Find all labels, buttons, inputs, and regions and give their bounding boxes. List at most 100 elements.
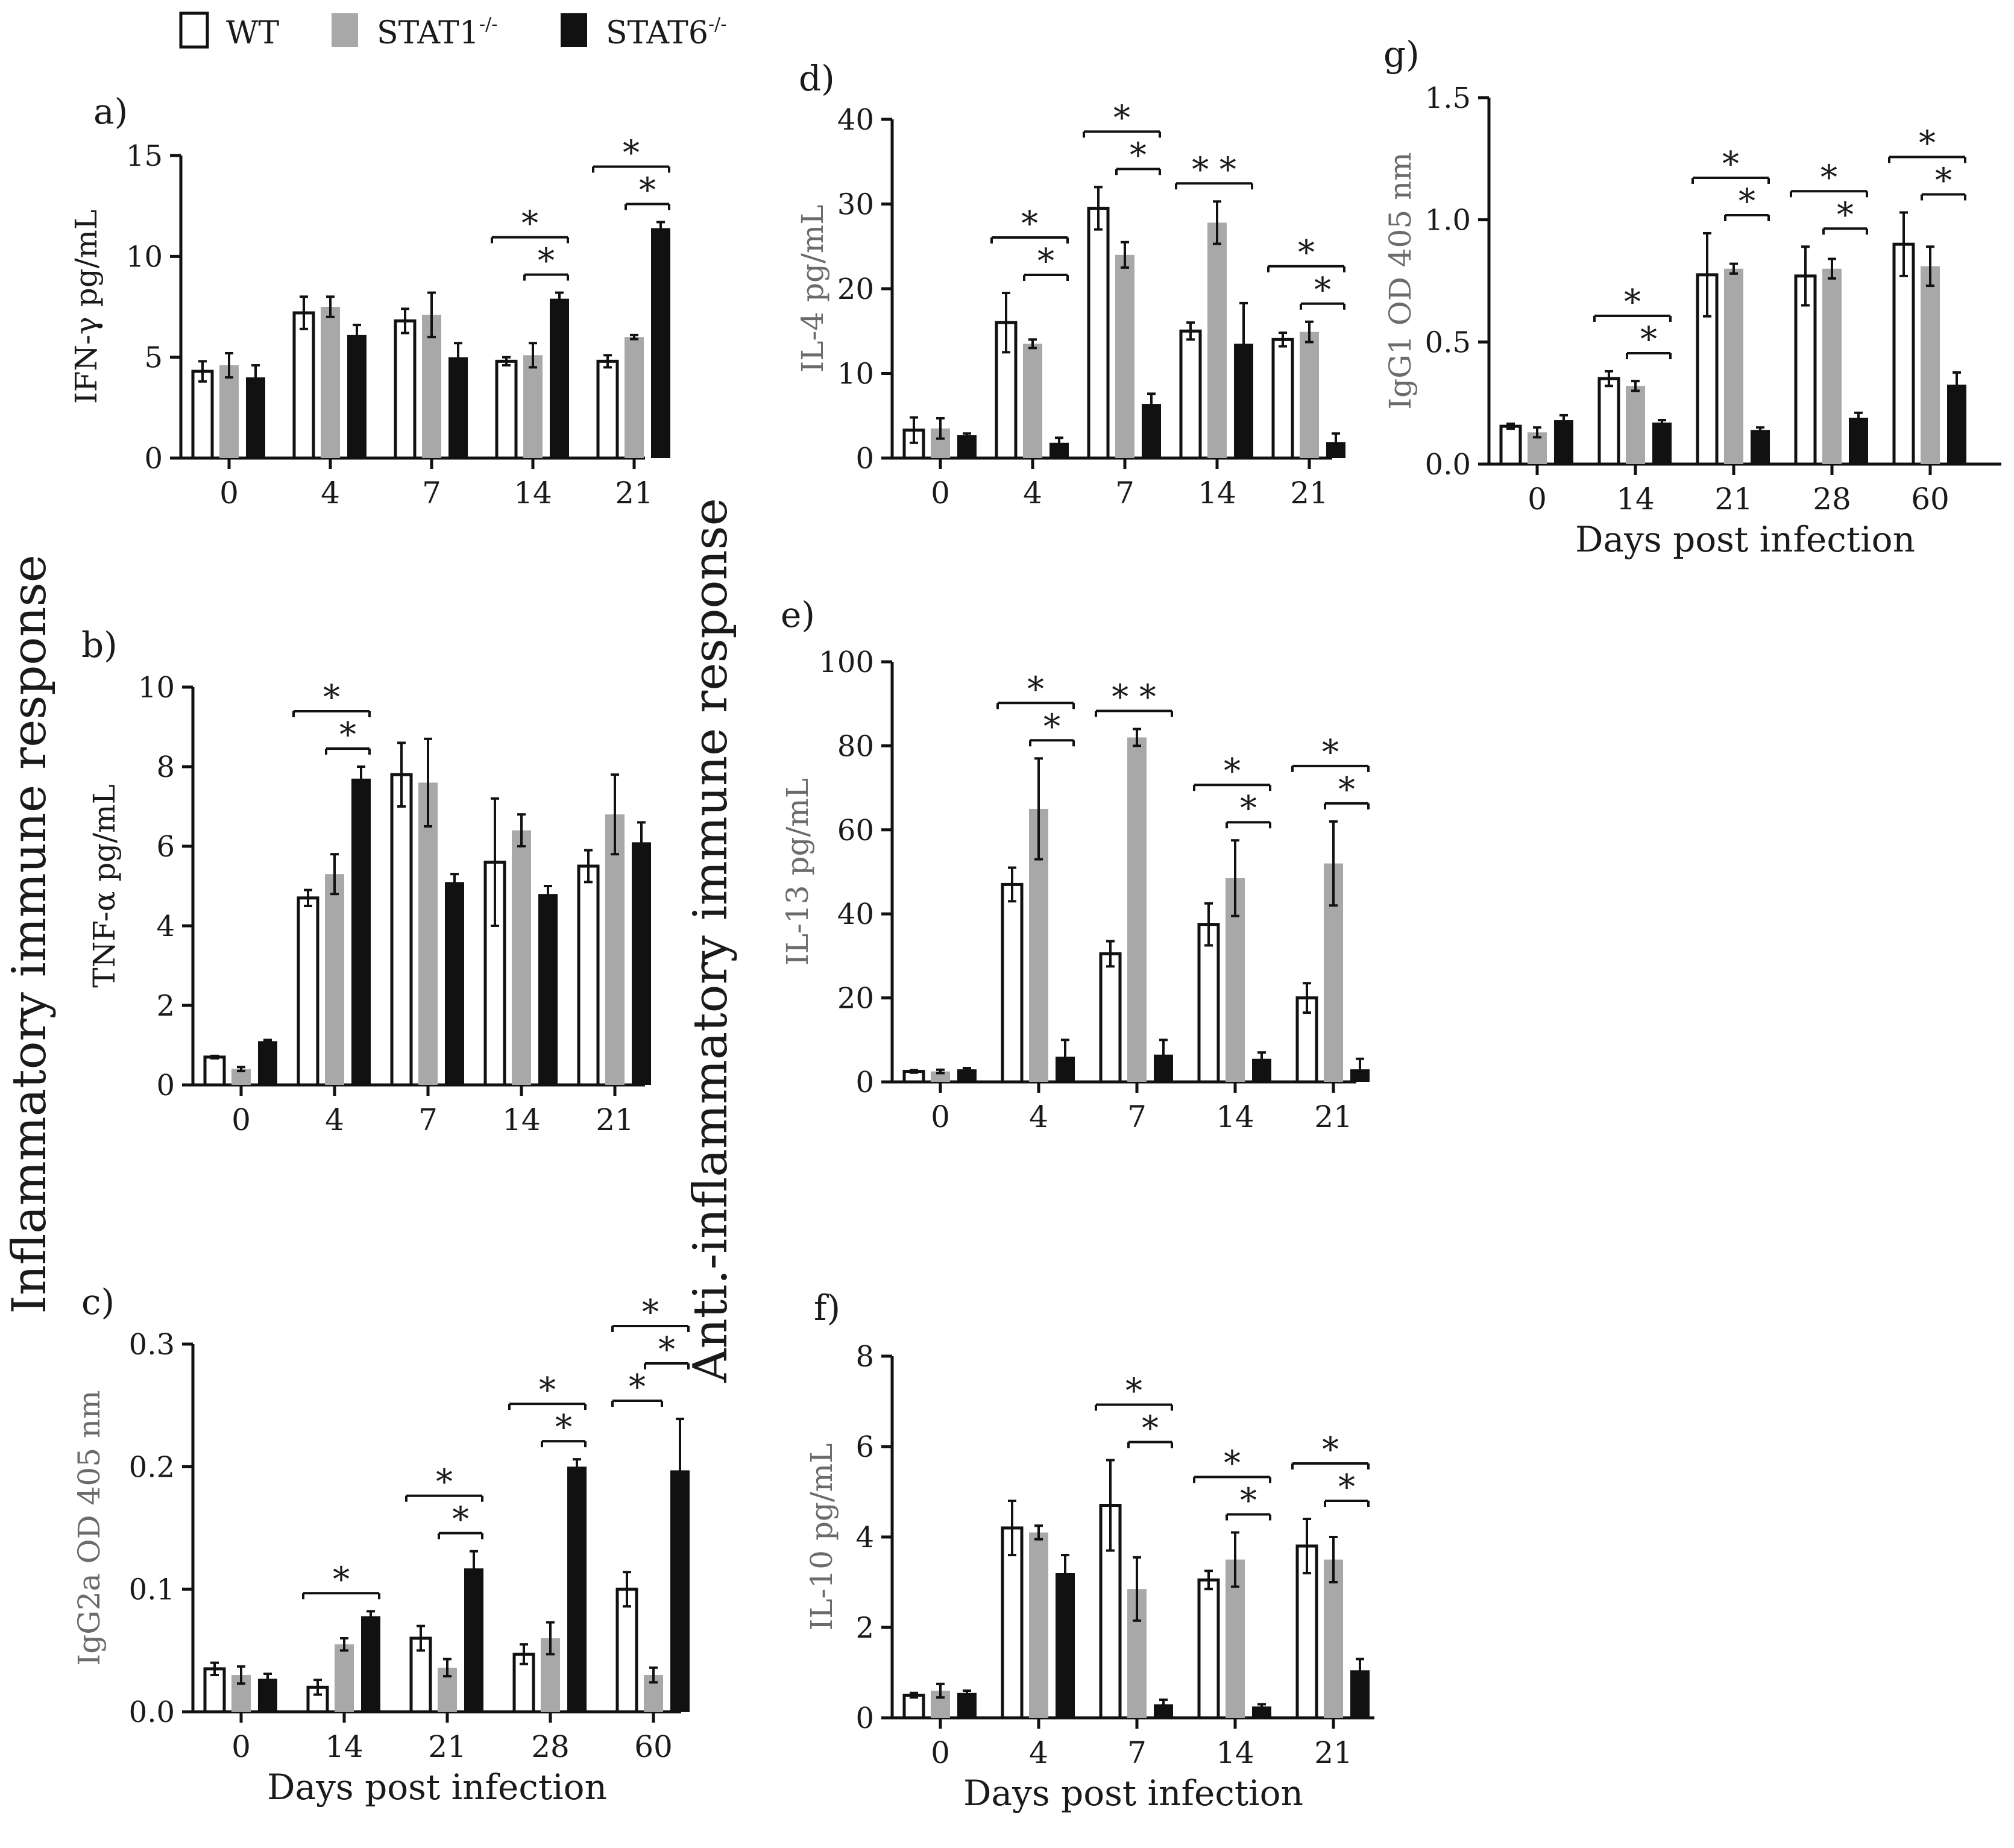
- x-tick-label-a: 4: [321, 476, 340, 511]
- bar-e-wt: [1001, 882, 1024, 1084]
- significance-marker-a: *: [639, 171, 656, 210]
- y-tick-label-a: 10: [126, 240, 163, 274]
- significance-marker-c: *: [642, 1293, 659, 1332]
- y-tick-label-b: 2: [156, 989, 175, 1023]
- significance-marker-c: *: [539, 1371, 556, 1410]
- bar-f-stat6: [1154, 1704, 1173, 1718]
- significance-marker-f: *: [1224, 1444, 1241, 1483]
- y-tick-label-f: 0: [855, 1702, 874, 1735]
- significance-marker-g: *: [1739, 182, 1755, 221]
- significance-marker-a: *: [521, 204, 538, 244]
- y-tick-label-g: 0.5: [1425, 325, 1471, 359]
- x-tick-label-b: 7: [418, 1102, 438, 1137]
- significance-marker-e: *: [1043, 707, 1060, 746]
- x-tick-label-d: 0: [931, 476, 950, 511]
- bar-f-wt: [1295, 1544, 1318, 1720]
- significance-marker-c: *: [452, 1500, 469, 1539]
- y-tick-label-e: 100: [819, 646, 874, 679]
- x-tick-label-b: 21: [596, 1102, 634, 1137]
- y-tick-label-b: 0: [156, 1069, 175, 1102]
- bar-a-wt: [394, 319, 417, 460]
- bar-f-stat6: [1252, 1706, 1271, 1718]
- significance-marker-f: *: [1125, 1372, 1142, 1411]
- bar-b-stat1: [418, 782, 438, 1085]
- bar-c-stat6: [464, 1568, 483, 1712]
- bar-a-stat6: [347, 335, 367, 458]
- x-tick-label-g: 21: [1714, 482, 1753, 517]
- x-tick-label-c: 14: [325, 1729, 363, 1764]
- panel-c: c) IgG2a OD 405 nm 0.0 0.1 0.2 0.3 0 14 21 28 60 Da…: [72, 1281, 690, 1808]
- x-tick-label-e: 0: [931, 1099, 950, 1134]
- bar-a-stat1: [219, 365, 239, 458]
- y-axis-label-a: IFN-γ pg/mL: [69, 210, 104, 404]
- bar-a-wt: [596, 359, 619, 460]
- bar-g-stat6: [1554, 420, 1573, 464]
- panel-g: g) IgG1 OD 405 nm 0.0 0.5 1.0 1.5 0 14 21 28 60Day…: [1383, 34, 2001, 560]
- bar-g-wt: [1499, 424, 1522, 466]
- legend-swatch-stat6: [561, 13, 587, 47]
- bar-g-stat6: [1849, 417, 1868, 464]
- significance-marker-d: *: [1314, 271, 1331, 310]
- bar-a-stat1: [422, 315, 441, 458]
- bar-b-stat6: [632, 842, 651, 1085]
- bar-d-stat1: [1207, 222, 1227, 458]
- significance-marker-g: *: [1624, 283, 1641, 322]
- x-tick-label-g: 60: [1911, 482, 1949, 517]
- bar-e-wt: [1197, 923, 1220, 1084]
- significance-marker-g: *: [1722, 145, 1739, 184]
- significance-marker-e: *: [1338, 770, 1355, 809]
- bar-g-stat1: [1724, 268, 1743, 464]
- x-tick-label-d: 14: [1198, 476, 1236, 511]
- bar-b-stat6: [538, 894, 558, 1085]
- legend-label-stat6-main: STAT6: [606, 15, 708, 51]
- significance-marker-a: *: [538, 242, 555, 281]
- y-tick-label-f: 4: [855, 1521, 874, 1554]
- significance-marker-f: *: [1338, 1468, 1355, 1507]
- bar-f-stat6: [957, 1692, 977, 1718]
- bar-d-stat1: [1300, 332, 1319, 458]
- bar-a-stat6: [246, 377, 265, 458]
- y-axis-label-g: IgG1 OD 405 nm: [1383, 152, 1418, 409]
- y-tick-label-c: 0.3: [129, 1328, 175, 1362]
- bar-d-wt: [1087, 207, 1110, 460]
- bar-g-stat1: [1626, 386, 1645, 464]
- bar-c-stat1: [335, 1644, 354, 1712]
- significance-marker-g: *: [1837, 195, 1854, 234]
- legend-label-stat6: STAT6-/-: [606, 14, 726, 51]
- bar-g-wt: [1892, 242, 1915, 466]
- y-tick-label-g: 1.0: [1425, 204, 1471, 237]
- x-tick-label-b: 4: [325, 1102, 344, 1137]
- anti-inflammatory-side-label: Anti.-inflammatory immune response: [684, 498, 738, 1383]
- x-tick-label-d: 7: [1115, 476, 1134, 511]
- bar-c-stat6: [361, 1616, 380, 1712]
- bar-g-stat6: [1751, 430, 1770, 464]
- x-tick-label-c: 0: [231, 1729, 251, 1764]
- x-tick-label-f: 21: [1314, 1735, 1353, 1770]
- significance-marker-e: *: [1027, 670, 1044, 709]
- panel-label-c: c): [81, 1281, 115, 1322]
- panel-label-d: d): [799, 58, 835, 99]
- panel-b: b) TNF-α pg/mL 0 2 4 6 8 10 0 4 7 14 21 **: [81, 624, 651, 1137]
- significance-marker-d: *: [1037, 242, 1054, 281]
- x-tick-label-g: 0: [1528, 482, 1547, 517]
- y-axis-label-c: IgG2a OD 405 nm: [72, 1390, 107, 1665]
- y-axis-label-e: IL-13 pg/mL: [780, 778, 815, 966]
- x-axis-label-f: Days post infection: [963, 1773, 1303, 1814]
- bar-c-stat6: [567, 1466, 587, 1712]
- y-tick-label-d: 40: [837, 103, 874, 137]
- significance-marker-e: *: [1322, 733, 1339, 772]
- y-tick-label-f: 8: [855, 1340, 874, 1374]
- legend: WT STAT1-/- STAT6-/-: [179, 11, 726, 51]
- significance-marker-c: *: [629, 1368, 646, 1407]
- bar-e-stat1: [931, 1071, 950, 1082]
- y-tick-label-b: 4: [156, 910, 175, 943]
- significance-marker-e: *: [1240, 789, 1257, 828]
- x-tick-label-g: 28: [1813, 482, 1851, 517]
- y-tick-label-a: 0: [144, 442, 163, 476]
- significance-marker-b: *: [339, 715, 356, 755]
- significance-marker-d: *: [1130, 136, 1147, 175]
- panel-label-a: a): [93, 91, 128, 132]
- x-axis-label-g: Days post infection: [1575, 519, 1915, 560]
